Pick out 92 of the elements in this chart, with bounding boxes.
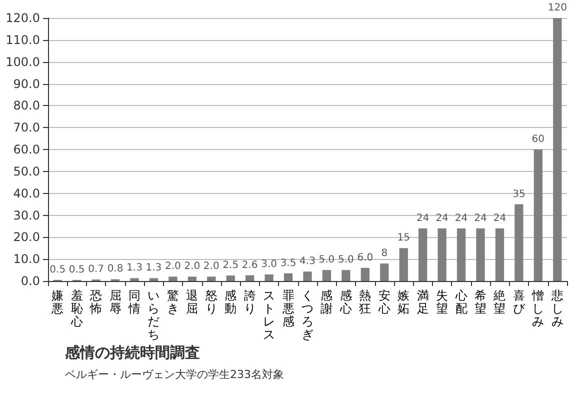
y-tick-label: 60.0 xyxy=(13,142,40,156)
data-label: 2.0 xyxy=(164,261,181,272)
x-tick-label: 失望 xyxy=(436,288,448,316)
data-label: 24 xyxy=(493,212,506,224)
x-tick-label: ストレス xyxy=(263,288,276,342)
y-tick-label: 50.0 xyxy=(13,164,40,178)
data-label: 0.8 xyxy=(107,264,124,275)
bar xyxy=(360,268,370,281)
data-label: 35 xyxy=(512,188,526,200)
bar xyxy=(284,273,293,281)
bar xyxy=(476,228,485,281)
x-tick-label: 心配 xyxy=(454,288,468,316)
data-label: 15 xyxy=(397,232,410,244)
x-tick-label: 怒り xyxy=(204,288,218,316)
x-tick-label: 同情 xyxy=(128,288,140,316)
y-tick-label: 30.0 xyxy=(13,208,40,222)
x-tick-label: いらだち xyxy=(148,288,160,342)
x-tick-label: 憎しみ xyxy=(531,288,544,328)
x-tick-label: 驚き xyxy=(166,288,179,316)
bar xyxy=(226,276,235,281)
x-tick-label: 熱狂 xyxy=(359,288,372,316)
x-tick-label: くつろぎ xyxy=(302,288,314,342)
x-tick-label: 絶望 xyxy=(492,288,506,316)
data-label: 24 xyxy=(474,212,487,224)
data-label: 1.3 xyxy=(146,262,162,274)
bar xyxy=(168,276,178,281)
bar xyxy=(322,270,332,281)
data-label: 2.0 xyxy=(184,261,200,272)
x-tick-label: 感動 xyxy=(224,288,237,316)
data-label: 3.0 xyxy=(261,258,278,270)
data-label: 0.5 xyxy=(68,264,85,276)
x-tick-label: 罪悪感 xyxy=(281,288,294,328)
y-tick-label: 70.0 xyxy=(13,120,40,135)
x-tick-label: 恐怖 xyxy=(89,288,102,316)
x-tick-label: 屈辱 xyxy=(109,288,122,316)
data-label: 6.0 xyxy=(357,252,374,264)
x-tick-label: 満足 xyxy=(416,288,429,316)
bar xyxy=(303,272,312,281)
bar xyxy=(399,248,408,281)
text: ベルギー・ルーヴェン大学の学生233名対象 xyxy=(65,368,284,381)
bar xyxy=(514,204,524,281)
bar xyxy=(495,228,504,281)
bar xyxy=(149,278,158,281)
y-tick-label: 90.0 xyxy=(13,76,40,91)
bar xyxy=(207,276,216,281)
data-label: 0.7 xyxy=(88,264,104,275)
x-tick-label: 誇り xyxy=(244,288,256,316)
x-tick-label: 喜び xyxy=(512,288,526,316)
bar xyxy=(418,228,428,281)
data-label: 2.0 xyxy=(203,261,220,272)
bar xyxy=(534,150,542,281)
data-label: 120 xyxy=(548,2,567,14)
bar xyxy=(264,274,274,281)
bar xyxy=(130,278,139,281)
x-tick-label: 感心 xyxy=(338,288,352,316)
x-tick-label: 安心 xyxy=(377,288,390,316)
y-tick-label: 10.0 xyxy=(13,252,40,266)
data-label: 5.0 xyxy=(338,254,354,266)
bar xyxy=(246,275,254,281)
bar xyxy=(553,18,562,281)
text: 感情の持続時間調査 xyxy=(64,344,200,362)
bar xyxy=(188,276,196,281)
data-label: 0.5 xyxy=(50,264,66,276)
x-tick-label: 悲しみ xyxy=(550,288,564,328)
bar xyxy=(456,228,466,281)
x-tick-label: 希望 xyxy=(474,288,486,316)
bar xyxy=(438,228,446,281)
y-tick-label: 80.0 xyxy=(13,98,40,113)
data-label: 3.5 xyxy=(280,258,296,269)
bar xyxy=(342,270,350,281)
data-label: 2.6 xyxy=(242,260,258,271)
data-label: 24 xyxy=(416,212,430,224)
data-label: 1.3 xyxy=(126,262,142,274)
data-label: 4.3 xyxy=(300,256,316,268)
x-tick-label: 嫉妬 xyxy=(398,288,410,316)
x-tick-label: 感謝 xyxy=(320,288,333,316)
x-tick-label: 退屈 xyxy=(186,288,198,316)
data-label: 2.5 xyxy=(222,260,239,272)
y-tick-label: 20.0 xyxy=(13,230,40,244)
x-tick-label: 羞恥心 xyxy=(70,288,83,328)
data-label: 24 xyxy=(454,212,468,224)
data-label: 8 xyxy=(381,248,388,259)
x-tick-label: 嫌悪 xyxy=(50,288,64,316)
y-tick-label: 120.0 xyxy=(6,11,40,25)
y-tick-label: 0.0 xyxy=(20,274,40,288)
y-tick-label: 40.0 xyxy=(13,186,40,200)
data-label: 24 xyxy=(436,212,448,224)
y-tick-label: 110.0 xyxy=(6,32,40,47)
data-label: 5.0 xyxy=(318,254,335,266)
data-label: 60 xyxy=(532,134,545,145)
bar xyxy=(380,263,389,281)
y-tick-label: 100.0 xyxy=(6,54,40,69)
